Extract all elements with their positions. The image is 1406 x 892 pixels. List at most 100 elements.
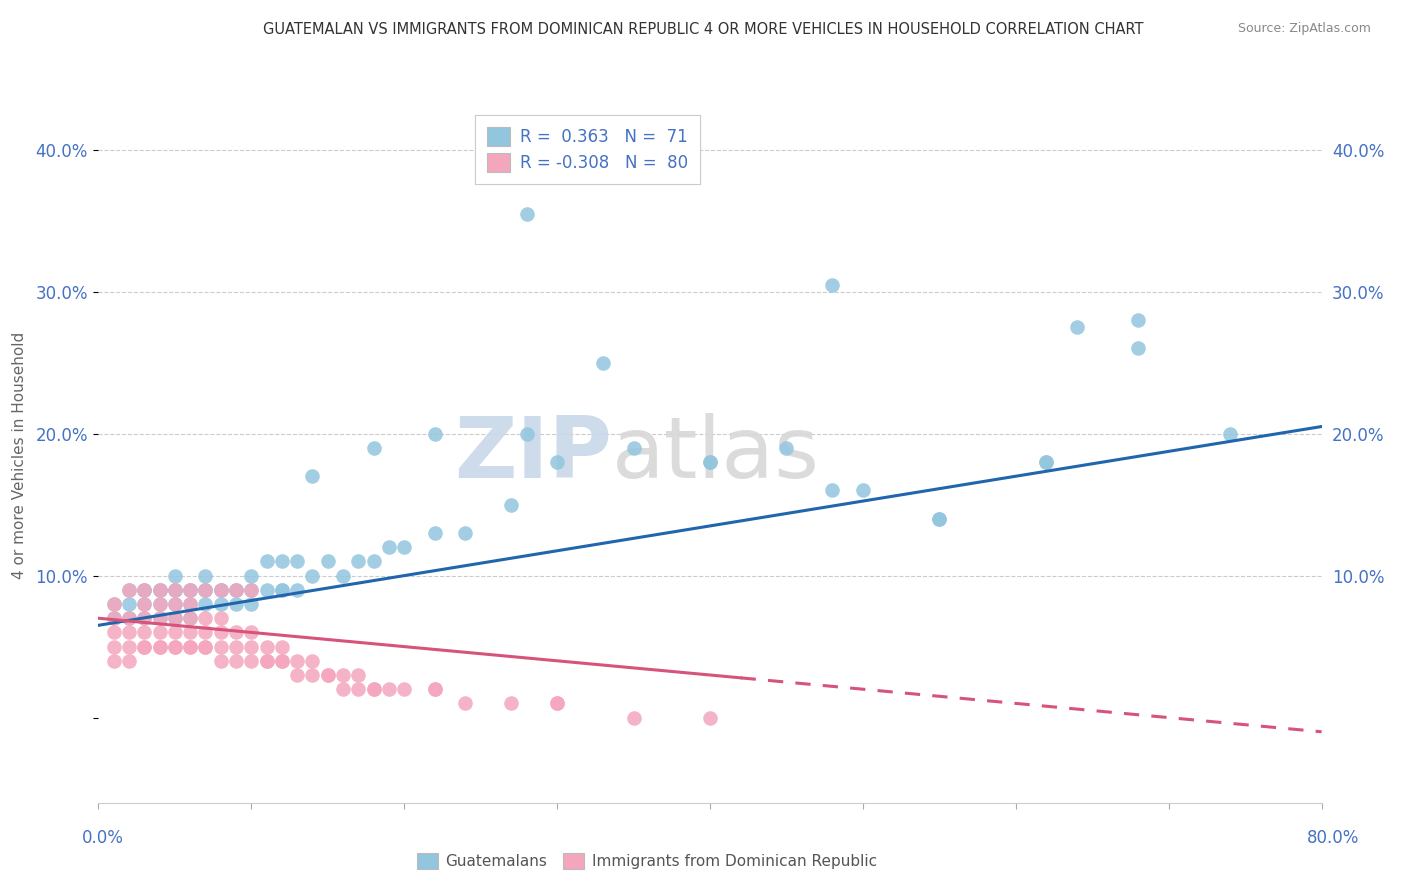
Point [209, 597, 232, 611]
Point [256, 582, 278, 597]
Point [270, 582, 292, 597]
Point [118, 625, 141, 640]
Point [134, 640, 156, 654]
Point [103, 640, 125, 654]
Point [179, 582, 201, 597]
Point [149, 582, 172, 597]
Point [316, 668, 339, 682]
Point [699, 455, 721, 469]
Point [149, 582, 172, 597]
Point [134, 582, 156, 597]
Legend: R =  0.363   N =  71, R = -0.308   N =  80: R = 0.363 N = 71, R = -0.308 N = 80 [475, 115, 700, 184]
Legend: Guatemalans, Immigrants from Dominican Republic: Guatemalans, Immigrants from Dominican R… [411, 847, 883, 875]
Point [240, 582, 263, 597]
Point [225, 597, 247, 611]
Point [179, 582, 201, 597]
Point [149, 640, 172, 654]
Point [347, 668, 370, 682]
Point [546, 697, 568, 711]
Point [1066, 320, 1088, 334]
Y-axis label: 4 or more Vehicles in Household: 4 or more Vehicles in Household [13, 331, 27, 579]
Point [928, 512, 950, 526]
Point [118, 582, 141, 597]
Point [363, 682, 385, 697]
Point [240, 597, 263, 611]
Point [134, 597, 156, 611]
Point [454, 526, 477, 541]
Point [118, 611, 141, 625]
Point [316, 554, 339, 568]
Point [179, 611, 201, 625]
Point [209, 611, 232, 625]
Point [699, 455, 721, 469]
Point [194, 582, 217, 597]
Point [1219, 426, 1241, 441]
Point [134, 640, 156, 654]
Point [301, 469, 323, 483]
Point [454, 697, 477, 711]
Point [194, 582, 217, 597]
Point [103, 611, 125, 625]
Point [209, 625, 232, 640]
Point [240, 582, 263, 597]
Point [163, 640, 186, 654]
Text: 0.0%: 0.0% [82, 829, 124, 847]
Point [103, 625, 125, 640]
Point [118, 611, 141, 625]
Point [149, 611, 172, 625]
Point [1035, 455, 1057, 469]
Point [149, 625, 172, 640]
Point [194, 582, 217, 597]
Point [179, 611, 201, 625]
Point [423, 682, 446, 697]
Point [516, 206, 538, 220]
Point [179, 625, 201, 640]
Point [225, 625, 247, 640]
Point [225, 582, 247, 597]
Point [118, 654, 141, 668]
Point [546, 697, 568, 711]
Point [134, 625, 156, 640]
Point [179, 640, 201, 654]
Point [163, 611, 186, 625]
Point [699, 710, 721, 724]
Point [179, 597, 201, 611]
Point [378, 682, 401, 697]
Point [316, 668, 339, 682]
Point [285, 582, 308, 597]
Point [134, 611, 156, 625]
Point [516, 426, 538, 441]
Point [392, 682, 416, 697]
Point [301, 654, 323, 668]
Point [423, 682, 446, 697]
Point [240, 654, 263, 668]
Point [423, 426, 446, 441]
Point [194, 611, 217, 625]
Point [363, 682, 385, 697]
Text: ZIP: ZIP [454, 413, 612, 497]
Point [118, 597, 141, 611]
Point [225, 582, 247, 597]
Point [240, 640, 263, 654]
Point [852, 483, 875, 498]
Point [225, 654, 247, 668]
Point [347, 554, 370, 568]
Point [194, 568, 217, 582]
Point [194, 640, 217, 654]
Point [209, 582, 232, 597]
Point [1128, 313, 1150, 327]
Point [546, 455, 568, 469]
Point [149, 597, 172, 611]
Point [332, 668, 354, 682]
Point [928, 512, 950, 526]
Point [225, 582, 247, 597]
Point [209, 582, 232, 597]
Point [194, 640, 217, 654]
Point [1035, 455, 1057, 469]
Point [209, 640, 232, 654]
Point [363, 441, 385, 455]
Point [118, 640, 141, 654]
Point [332, 682, 354, 697]
Point [134, 582, 156, 597]
Text: Source: ZipAtlas.com: Source: ZipAtlas.com [1237, 22, 1371, 36]
